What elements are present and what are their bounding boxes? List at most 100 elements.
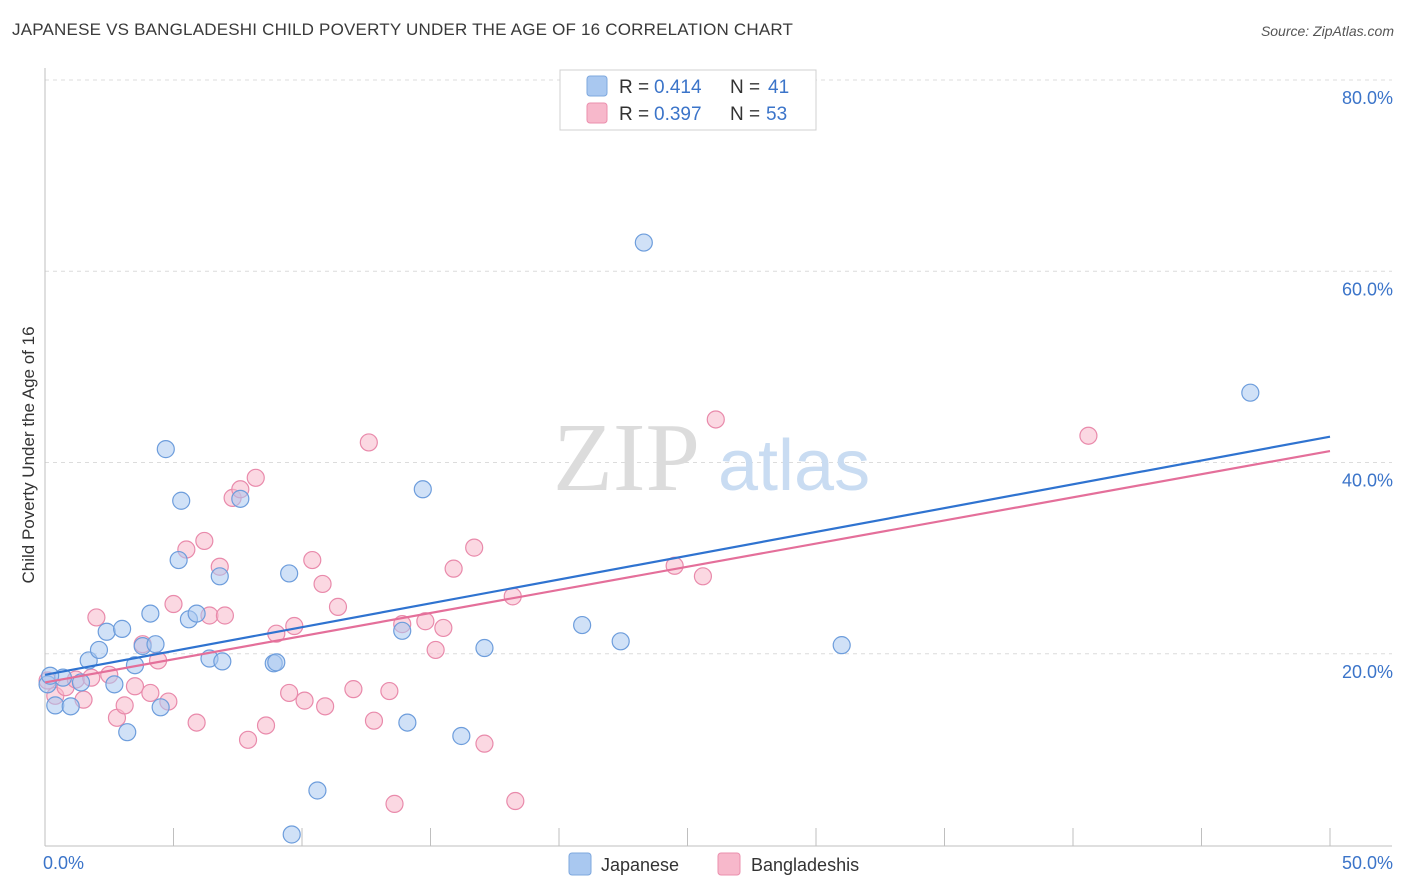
japanese-point xyxy=(61,697,80,716)
bangladeshi-point xyxy=(238,730,258,749)
japanese-n-label: N = xyxy=(730,77,760,98)
bangladeshi-point xyxy=(434,618,453,638)
japanese-point xyxy=(398,713,417,732)
japanese-point xyxy=(141,604,160,623)
bangladeshi-point xyxy=(506,791,525,811)
bangladeshi-point xyxy=(706,410,725,429)
japanese-point xyxy=(282,825,301,844)
bangladeshi-n-label: N = xyxy=(730,104,760,125)
bangladeshi-point xyxy=(426,640,445,660)
japanese-point xyxy=(112,619,132,638)
bangladeshi-point xyxy=(316,697,335,716)
y-axis-label: Child Poverty Under the Age of 16 xyxy=(19,326,38,583)
japanese-point xyxy=(118,723,137,742)
bangladeshi-point xyxy=(380,681,399,701)
x-tick-label: 50.0% xyxy=(1342,853,1393,873)
japanese-point xyxy=(187,604,206,623)
japanese-point xyxy=(308,781,327,800)
bangladeshi-point xyxy=(256,716,276,735)
bangladeshi-point xyxy=(246,468,265,487)
source-credit: Source: ZipAtlas.com xyxy=(1260,23,1394,39)
bangladeshi-point xyxy=(344,680,363,699)
bangladeshi-point xyxy=(87,608,106,627)
japanese-point xyxy=(413,480,432,499)
japanese-trend-line xyxy=(44,435,1331,676)
japanese-point xyxy=(151,698,170,717)
bangladeshi-point xyxy=(359,433,378,452)
japanese-point xyxy=(573,615,592,635)
japanese-point xyxy=(89,640,109,660)
legend-japanese-swatch xyxy=(568,852,592,876)
japanese-point xyxy=(231,489,250,508)
y-tick-label: 20.0% xyxy=(1342,662,1393,682)
bangladeshi-trend-line xyxy=(44,449,1331,684)
bangladeshi-point xyxy=(125,677,145,696)
bangladeshi-swatch xyxy=(586,102,608,124)
bangladeshi-point xyxy=(313,574,332,594)
bangladeshi-point xyxy=(187,713,206,732)
bangladeshi-r-label: R = xyxy=(619,104,649,125)
bangladeshi-point xyxy=(385,794,404,813)
japanese-point xyxy=(169,550,188,570)
bangladeshi-point xyxy=(693,567,713,586)
japanese-point xyxy=(105,675,124,694)
bangladeshi-point xyxy=(444,559,463,578)
bangladeshi-point xyxy=(215,606,234,625)
bangladeshi-point xyxy=(115,696,134,715)
japanese-swatch xyxy=(586,75,608,97)
trend-lines xyxy=(44,435,1331,684)
x-tick-labels: 0.0% 50.0% xyxy=(43,853,1393,873)
y-tick-labels: 20.0% 40.0% 60.0% 80.0% xyxy=(1342,88,1393,682)
y-tick-label: 60.0% xyxy=(1342,279,1393,299)
japanese-point xyxy=(71,673,91,692)
bangladeshi-point xyxy=(364,711,384,730)
bangladeshi-point xyxy=(303,550,322,570)
japanese-point xyxy=(156,440,175,459)
japanese-point xyxy=(267,653,286,672)
legend-bangladeshi-label: Bangladeshis xyxy=(751,855,859,875)
japanese-point xyxy=(146,635,165,654)
series-legend: Japanese Bangladeshis xyxy=(568,852,859,876)
japanese-point xyxy=(210,567,229,586)
y-tick-label: 80.0% xyxy=(1342,88,1393,108)
japanese-point xyxy=(832,636,851,655)
japanese-point xyxy=(280,564,299,583)
bangladeshi-point xyxy=(1079,426,1098,445)
bangladeshi-point xyxy=(416,612,435,631)
watermark: ZIP atlas xyxy=(553,404,870,512)
bangladeshi-r-value: 0.397 xyxy=(654,104,702,125)
axes xyxy=(44,68,1392,847)
bangladeshi-point xyxy=(141,683,160,703)
stats-legend: R = 0.414 N = 41 R = 0.397 N = 53 xyxy=(559,69,817,131)
chart-title: JAPANESE VS BANGLADESHI CHILD POVERTY UN… xyxy=(12,20,794,39)
watermark-atlas: atlas xyxy=(718,426,870,506)
japanese-point xyxy=(213,652,232,671)
japanese-point xyxy=(634,233,653,252)
japanese-point xyxy=(475,638,494,658)
gridlines xyxy=(45,79,1392,655)
legend-bangladeshi-swatch xyxy=(717,852,741,876)
japanese-point xyxy=(97,622,116,641)
bangladeshi-point xyxy=(328,597,348,616)
bangladeshi-point xyxy=(285,616,304,636)
japanese-r-value: 0.414 xyxy=(654,77,702,98)
watermark-zip: ZIP xyxy=(553,404,700,512)
japanese-n-value: 41 xyxy=(768,77,789,98)
japanese-point xyxy=(393,621,412,640)
japanese-point xyxy=(452,726,471,746)
japanese-point xyxy=(1241,383,1260,402)
bangladeshi-point xyxy=(465,538,484,557)
bangladeshi-n-value: 53 xyxy=(766,104,787,125)
bangladeshi-point xyxy=(295,691,314,710)
japanese-point xyxy=(172,491,191,510)
japanese-r-label: R = xyxy=(619,77,649,98)
japanese-points xyxy=(38,233,1260,844)
legend-japanese-label: Japanese xyxy=(601,855,679,875)
japanese-point xyxy=(611,632,630,651)
y-tick-label: 40.0% xyxy=(1342,471,1393,491)
x-tick-label: 0.0% xyxy=(43,853,84,873)
bangladeshi-point xyxy=(164,594,183,614)
bangladeshi-point xyxy=(475,734,494,753)
bangladeshi-point xyxy=(280,683,299,703)
